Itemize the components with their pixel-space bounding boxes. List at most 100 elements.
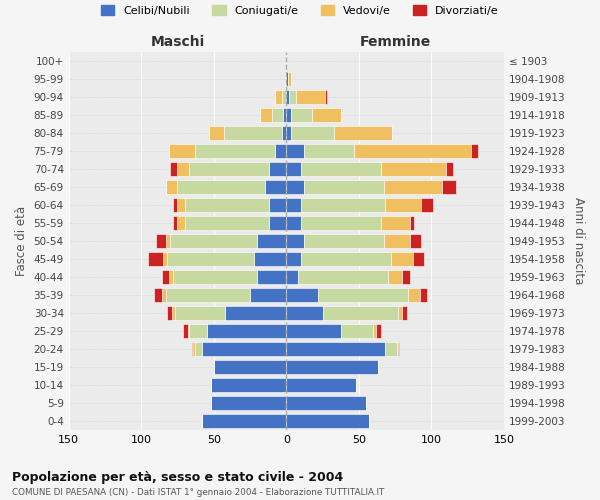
Bar	[290, 126, 334, 140]
Bar	[163, 252, 167, 266]
Bar	[173, 216, 178, 230]
Bar	[373, 324, 376, 338]
Bar	[166, 288, 250, 302]
Bar	[383, 180, 442, 194]
Y-axis label: Fasce di età: Fasce di età	[15, 206, 28, 276]
Bar	[185, 198, 269, 212]
Text: Femmine: Femmine	[359, 35, 431, 49]
Bar	[167, 252, 254, 266]
Bar	[178, 198, 185, 212]
Bar	[170, 162, 178, 176]
Bar	[376, 324, 380, 338]
Bar	[195, 144, 275, 158]
Bar	[183, 324, 188, 338]
Bar	[286, 144, 304, 158]
Bar	[289, 90, 296, 104]
Bar	[286, 72, 288, 86]
Bar	[173, 270, 257, 284]
Bar	[175, 306, 226, 320]
Bar	[296, 90, 325, 104]
Bar	[442, 180, 456, 194]
Bar	[286, 324, 341, 338]
Bar	[325, 90, 327, 104]
Bar	[298, 270, 388, 284]
Bar	[275, 90, 282, 104]
Bar	[391, 252, 413, 266]
Bar	[178, 180, 265, 194]
Bar	[380, 216, 410, 230]
Bar	[420, 288, 427, 302]
Bar	[185, 216, 269, 230]
Bar	[301, 216, 380, 230]
Bar	[269, 216, 286, 230]
Bar	[206, 324, 286, 338]
Bar	[161, 288, 166, 302]
Bar	[398, 342, 400, 356]
Bar	[403, 306, 407, 320]
Bar	[383, 234, 410, 248]
Legend: Celibi/Nubili, Coniugati/e, Vedovi/e, Divorziati/e: Celibi/Nubili, Coniugati/e, Vedovi/e, Di…	[97, 0, 503, 20]
Bar	[286, 108, 290, 122]
Bar	[169, 270, 173, 284]
Bar	[313, 108, 341, 122]
Bar	[286, 396, 366, 410]
Bar	[148, 252, 163, 266]
Bar	[286, 306, 323, 320]
Bar	[421, 198, 433, 212]
Bar	[260, 108, 272, 122]
Bar	[211, 396, 286, 410]
Bar	[290, 108, 313, 122]
Bar	[286, 342, 385, 356]
Bar	[403, 270, 410, 284]
Bar	[282, 90, 286, 104]
Bar	[170, 234, 257, 248]
Bar	[173, 198, 178, 212]
Bar	[286, 414, 369, 428]
Bar	[269, 198, 286, 212]
Bar	[166, 234, 170, 248]
Bar	[156, 234, 166, 248]
Bar	[408, 288, 420, 302]
Bar	[286, 378, 356, 392]
Bar	[178, 162, 189, 176]
Bar	[211, 378, 286, 392]
Bar	[304, 234, 383, 248]
Text: COMUNE DI PAESANA (CN) - Dati ISTAT 1° gennaio 2004 - Elaborazione TUTTITALIA.IT: COMUNE DI PAESANA (CN) - Dati ISTAT 1° g…	[12, 488, 385, 497]
Text: Maschi: Maschi	[151, 35, 205, 49]
Y-axis label: Anni di nascita: Anni di nascita	[572, 198, 585, 284]
Bar	[285, 72, 286, 86]
Bar	[286, 90, 289, 104]
Bar	[318, 288, 408, 302]
Bar	[269, 162, 286, 176]
Bar	[301, 198, 385, 212]
Bar	[257, 270, 286, 284]
Bar	[224, 126, 282, 140]
Bar	[166, 180, 178, 194]
Bar	[334, 126, 392, 140]
Bar	[202, 342, 286, 356]
Bar	[388, 270, 403, 284]
Bar	[286, 180, 304, 194]
Bar	[301, 162, 380, 176]
Bar	[286, 198, 301, 212]
Bar	[250, 288, 286, 302]
Bar	[257, 234, 286, 248]
Bar	[470, 144, 478, 158]
Bar	[214, 360, 286, 374]
Bar	[304, 180, 383, 194]
Bar	[209, 126, 224, 140]
Bar	[286, 360, 378, 374]
Bar	[286, 126, 290, 140]
Bar	[410, 216, 414, 230]
Bar	[397, 342, 398, 356]
Bar	[161, 270, 169, 284]
Bar	[286, 288, 318, 302]
Bar	[398, 306, 403, 320]
Bar	[283, 108, 286, 122]
Bar	[154, 288, 161, 302]
Bar	[167, 306, 172, 320]
Bar	[192, 342, 193, 356]
Bar	[272, 108, 283, 122]
Bar	[189, 162, 269, 176]
Bar	[189, 324, 206, 338]
